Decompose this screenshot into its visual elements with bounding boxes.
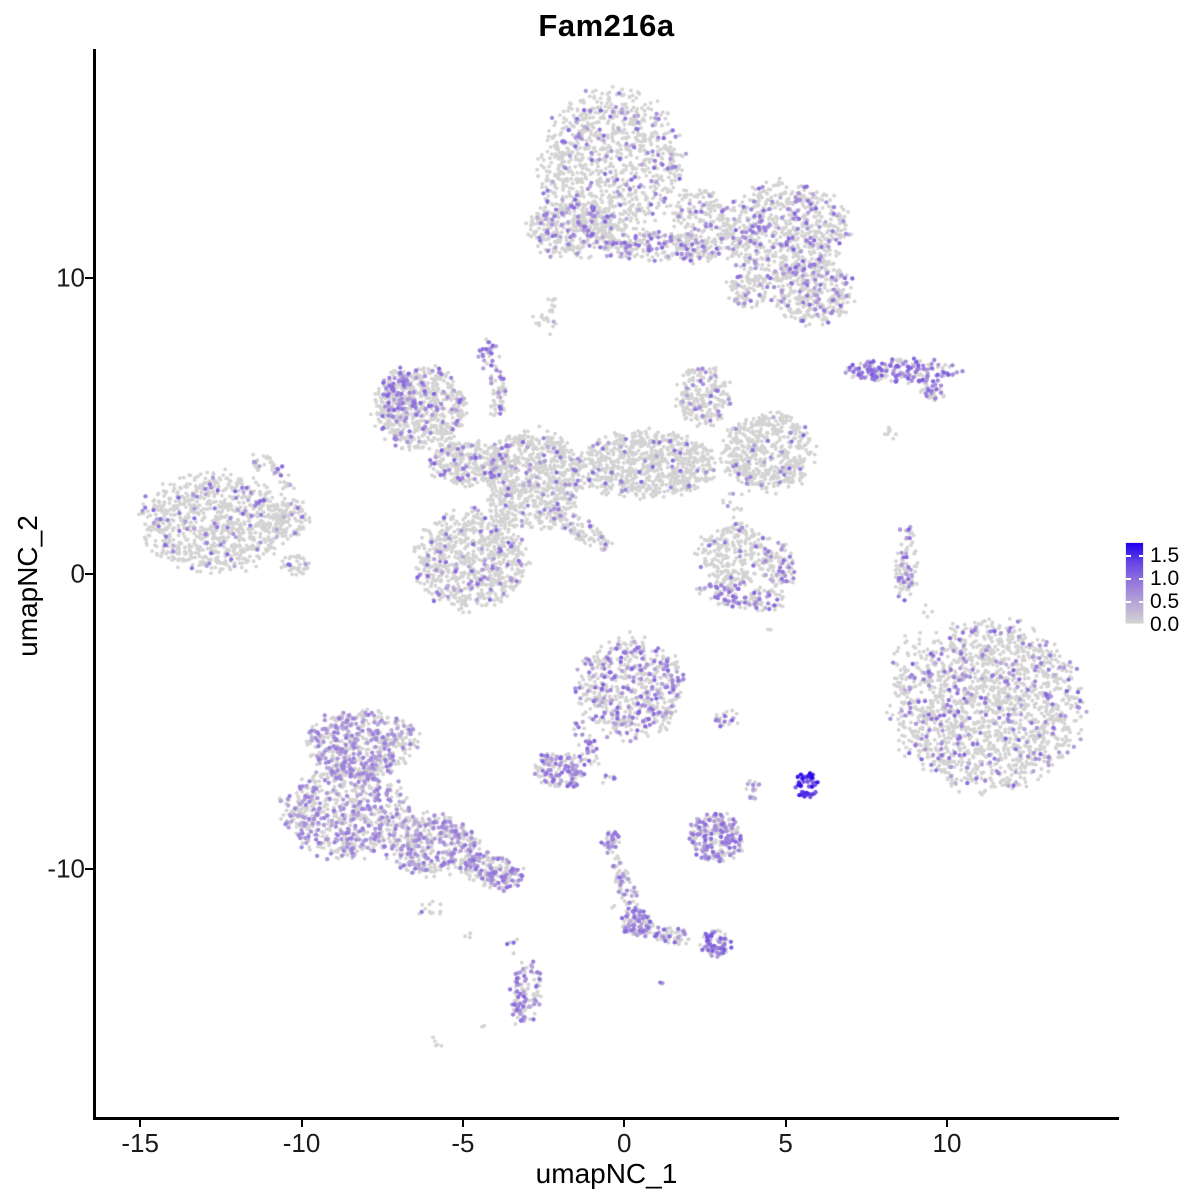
legend-tick-label: 0.5 [1150,590,1180,614]
legend-colorbar [1126,543,1143,623]
y-tick-label: -10 [47,853,85,884]
x-tick-mark [623,1119,626,1127]
legend-tick-mark [1126,555,1131,558]
legend-tick-label: 1.0 [1150,567,1180,591]
legend-tick-mark [1138,601,1143,603]
x-tick-mark [300,1119,303,1127]
legend-tick-mark [1138,578,1143,580]
x-axis-line [93,1117,1119,1120]
y-axis-line [93,49,96,1120]
legend-tick-label: 0.0 [1150,613,1180,636]
legend-tick-label: 1.5 [1150,544,1180,568]
x-tick-mark [784,1119,787,1127]
x-tick-label: -5 [451,1128,475,1158]
legend-tick-mark [1126,578,1131,580]
x-tick-mark [945,1119,948,1127]
y-tick-label: 0 [70,558,85,589]
legend-tick-mark [1138,555,1143,558]
y-tick-mark [85,868,93,871]
x-tick-mark [461,1119,464,1127]
legend-tick-mark [1126,601,1131,603]
y-axis-label: umapNC_2 [12,515,43,657]
x-tick-mark [139,1119,142,1127]
legend-tick-mark [1138,624,1143,626]
x-tick-label: -15 [121,1128,159,1158]
y-tick-label: 10 [56,262,85,293]
y-tick-mark [85,276,93,279]
x-tick-label: 10 [932,1128,962,1158]
x-tick-label: 0 [617,1128,632,1158]
x-tick-label: -10 [282,1128,321,1158]
y-tick-mark [85,572,93,575]
x-tick-label: 5 [778,1128,793,1158]
legend-tick-mark [1126,624,1131,626]
x-axis-label: umapNC_1 [535,1158,678,1189]
